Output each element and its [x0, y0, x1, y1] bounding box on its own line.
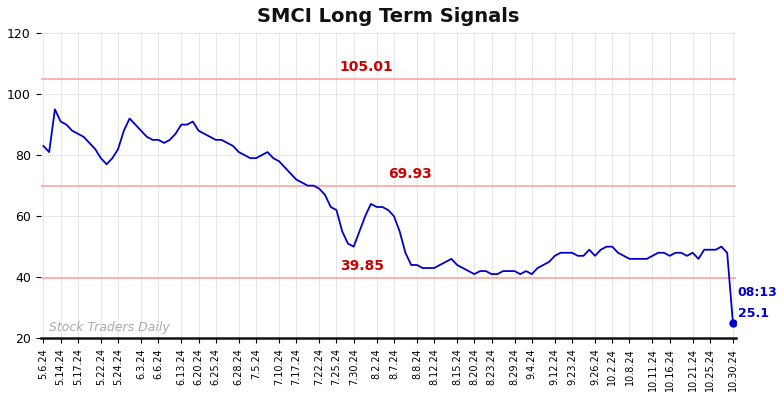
Text: 105.01: 105.01: [340, 60, 394, 74]
Title: SMCI Long Term Signals: SMCI Long Term Signals: [257, 7, 519, 26]
Text: 25.1: 25.1: [738, 307, 768, 320]
Text: 08:13: 08:13: [738, 285, 777, 298]
Text: 69.93: 69.93: [388, 167, 432, 181]
Text: 39.85: 39.85: [340, 259, 384, 273]
Text: Stock Traders Daily: Stock Traders Daily: [49, 321, 170, 334]
